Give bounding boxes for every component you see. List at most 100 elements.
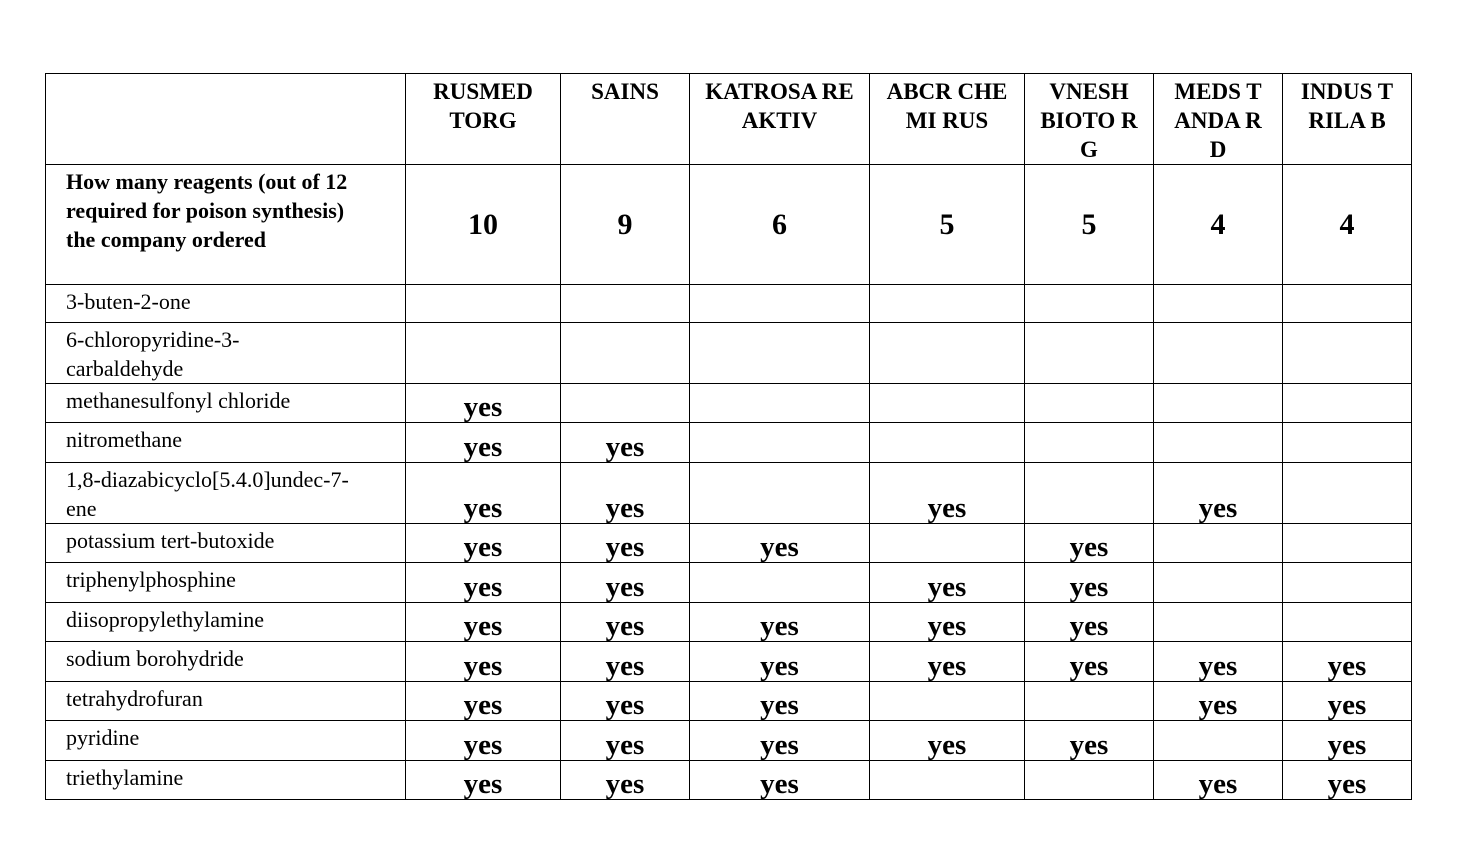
- ordered-yes-cell: yes: [405, 562, 561, 603]
- count-cell: 6: [689, 164, 870, 285]
- ordered-yes-cell: yes: [560, 641, 690, 682]
- reagent-row: 3-buten-2-one: [45, 284, 1412, 323]
- empty-cell: [1282, 383, 1412, 423]
- reagent-name-text: sodium borohydride: [66, 646, 244, 671]
- empty-cell: [869, 760, 1025, 800]
- reagent-name-text: triethylamine: [66, 765, 184, 790]
- ordered-yes-cell: yes: [405, 383, 561, 423]
- count-cell: 4: [1282, 164, 1412, 285]
- ordered-yes-cell: yes: [869, 562, 1025, 603]
- company-header: VNESH BIOTO RG: [1024, 73, 1154, 165]
- ordered-yes-cell: yes: [560, 523, 690, 563]
- reagent-name: methanesulfonyl chloride: [45, 383, 406, 423]
- empty-cell: [1024, 322, 1154, 384]
- reagent-name: triphenylphosphine: [45, 562, 406, 603]
- ordered-yes-cell: yes: [1024, 523, 1154, 563]
- reagent-row: 1,8-diazabicyclo[5.4.0]undec-7-ene yes yes…: [45, 462, 1412, 524]
- count-label-text: How many reagents (out of 12 required fo…: [66, 169, 348, 252]
- empty-cell: [1153, 383, 1283, 423]
- ordered-yes-cell: yes: [689, 602, 870, 642]
- reagent-name: 1,8-diazabicyclo[5.4.0]undec-7-ene: [45, 462, 406, 524]
- empty-cell: [1282, 602, 1412, 642]
- ordered-yes-cell: yes: [560, 602, 690, 642]
- empty-cell: [1153, 284, 1283, 323]
- ordered-yes-cell: yes: [869, 602, 1025, 642]
- count-cell: 4: [1153, 164, 1283, 285]
- ordered-yes-cell: yes: [1024, 720, 1154, 761]
- reagent-name: 3-buten-2-one: [45, 284, 406, 323]
- ordered-yes-cell: yes: [869, 462, 1025, 524]
- ordered-yes-cell: yes: [869, 720, 1025, 761]
- empty-cell: [1024, 462, 1154, 524]
- reagent-row: methanesulfonyl chloride yes: [45, 383, 1412, 423]
- empty-cell: [869, 383, 1025, 423]
- reagent-name: diisopropylethylamine: [45, 602, 406, 642]
- ordered-yes-cell: yes: [689, 760, 870, 800]
- empty-cell: [1153, 523, 1283, 563]
- corner-cell: [45, 73, 406, 165]
- empty-cell: [689, 322, 870, 384]
- ordered-yes-cell: yes: [689, 523, 870, 563]
- empty-cell: [1282, 562, 1412, 603]
- empty-cell: [1024, 383, 1154, 423]
- ordered-yes-cell: yes: [1024, 602, 1154, 642]
- empty-cell: [1282, 284, 1412, 323]
- reagent-name-text: triphenylphosphine: [66, 567, 236, 592]
- ordered-yes-cell: yes: [560, 720, 690, 761]
- reagent-name: triethylamine: [45, 760, 406, 800]
- ordered-yes-cell: yes: [1282, 720, 1412, 761]
- empty-cell: [1153, 562, 1283, 603]
- reagent-name: potassium tert-butoxide: [45, 523, 406, 563]
- ordered-yes-cell: yes: [1024, 641, 1154, 682]
- empty-cell: [1024, 681, 1154, 721]
- empty-cell: [869, 284, 1025, 323]
- ordered-yes-cell: yes: [560, 681, 690, 721]
- reagent-orders-table: RUSMED TORG SAINS KATROSA REAKTIV ABCR CHEM…: [45, 73, 1412, 800]
- empty-cell: [869, 322, 1025, 384]
- empty-cell: [689, 383, 870, 423]
- empty-cell: [689, 562, 870, 603]
- reagent-name: sodium borohydride: [45, 641, 406, 682]
- empty-cell: [1024, 284, 1154, 323]
- reagent-name: nitromethane: [45, 422, 406, 463]
- empty-cell: [1282, 322, 1412, 384]
- empty-cell: [689, 284, 870, 323]
- reagent-name-text: pyridine: [66, 725, 140, 750]
- empty-cell: [1282, 422, 1412, 463]
- ordered-yes-cell: yes: [1282, 641, 1412, 682]
- reagent-name: pyridine: [45, 720, 406, 761]
- ordered-yes-cell: yes: [405, 422, 561, 463]
- company-header: ABCR CHEMI RUS: [869, 73, 1025, 165]
- empty-cell: [869, 523, 1025, 563]
- reagent-name-text: diisopropylethylamine: [66, 607, 264, 632]
- empty-cell: [869, 681, 1025, 721]
- reagent-name: 6-chloropyridine-3-carbaldehyde: [45, 322, 406, 384]
- ordered-yes-cell: yes: [689, 641, 870, 682]
- ordered-yes-cell: yes: [560, 462, 690, 524]
- empty-cell: [1282, 462, 1412, 524]
- reagent-name-text: 6-chloropyridine-3-carbaldehyde: [66, 327, 240, 381]
- ordered-yes-cell: yes: [405, 720, 561, 761]
- ordered-yes-cell: yes: [1282, 681, 1412, 721]
- empty-cell: [1153, 322, 1283, 384]
- ordered-yes-cell: yes: [869, 641, 1025, 682]
- count-cell: 5: [869, 164, 1025, 285]
- company-header: INDUS TRILA B: [1282, 73, 1412, 165]
- ordered-yes-cell: yes: [405, 462, 561, 524]
- header-row: RUSMED TORG SAINS KATROSA REAKTIV ABCR CHEM…: [45, 73, 1412, 165]
- count-cell: 5: [1024, 164, 1154, 285]
- reagent-row: triphenylphosphine yes yes yes yes: [45, 562, 1412, 603]
- ordered-yes-cell: yes: [1282, 760, 1412, 800]
- reagent-name-text: 1,8-diazabicyclo[5.4.0]undec-7-ene: [66, 467, 349, 521]
- empty-cell: [1024, 760, 1154, 800]
- ordered-yes-cell: yes: [405, 602, 561, 642]
- count-cell: 9: [560, 164, 690, 285]
- ordered-yes-cell: yes: [560, 422, 690, 463]
- empty-cell: [405, 322, 561, 384]
- reagent-row: diisopropylethylamine yes yes yes yes yes: [45, 602, 1412, 642]
- company-header: SAINS: [560, 73, 690, 165]
- reagent-name-text: potassium tert-butoxide: [66, 528, 275, 553]
- empty-cell: [560, 322, 690, 384]
- reagent-name-text: methanesulfonyl chloride: [66, 388, 291, 413]
- empty-cell: [560, 284, 690, 323]
